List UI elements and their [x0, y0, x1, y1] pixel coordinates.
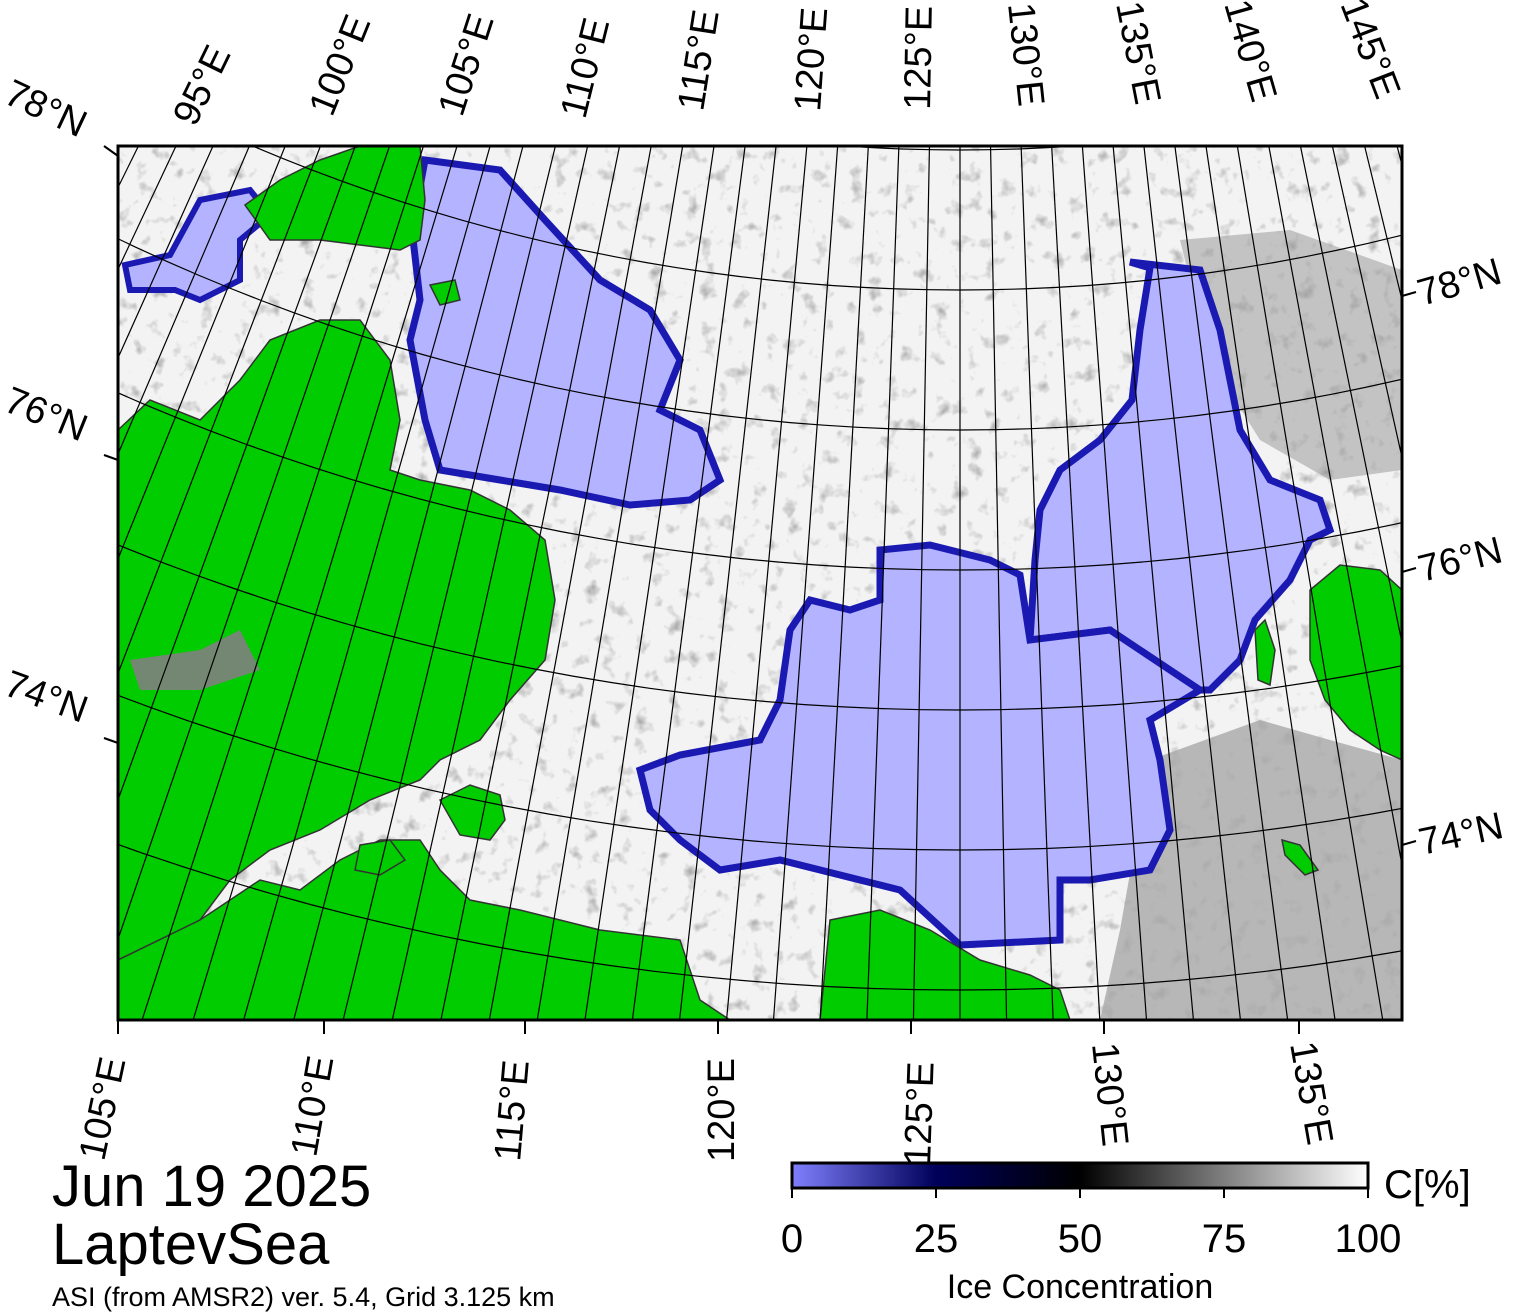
graticule-line [1498, 0, 1525, 1001]
lon-label-bottom: 135°E [1281, 1038, 1340, 1148]
land-lena-delta [819, 909, 1071, 1020]
graticule-line [1420, 0, 1525, 1050]
graticule-line [725, 146, 808, 1020]
graticule-line [866, 146, 900, 1020]
graticule-line [1174, 146, 1289, 1020]
land-ice-patch [130, 630, 260, 690]
lat-label-right: 76°N [1414, 529, 1507, 590]
lon-label-bottom: 115°E [487, 1058, 538, 1162]
land-south-coast [118, 839, 732, 1020]
graticule-line [118, 146, 286, 561]
lon-label-top: 135°E [1107, 0, 1168, 108]
graticule-line [1299, 146, 1402, 646]
open-water-polynya-west [406, 156, 725, 509]
graticule-line [536, 146, 684, 1020]
graticule-line [989, 146, 1008, 1020]
lon-label-top: 95°E [165, 39, 239, 132]
ice-region-east [1100, 720, 1402, 1020]
lon-label-top: 130°E [999, 1, 1052, 109]
map-region: LaptevSea [52, 1212, 330, 1277]
graticule-line [141, 146, 425, 1020]
graticule-line [631, 146, 746, 1020]
graticule-line [912, 146, 931, 1020]
land-new-siberian-islands [1309, 564, 1402, 761]
ice-region-northeast [1180, 230, 1402, 480]
graticule-line [118, 146, 356, 802]
graticule-line [584, 146, 715, 1020]
colorbar: C[%] 0 25 50 75 100 Ice Concentration [781, 1161, 1471, 1306]
graticule [118, 0, 1525, 1065]
product-info: ASI (from AMSR2) ver. 5.4, Grid 3.125 km [52, 1282, 555, 1312]
graticule-line [1394, 0, 1525, 1065]
lat-labels-right: 78°N 76°N 74°N [1413, 251, 1507, 864]
graticule-line [1051, 146, 1101, 1020]
colorbar-tick: 25 [914, 1217, 959, 1261]
colorbar-tick: 75 [1202, 1217, 1247, 1261]
lon-label-top: 120°E [787, 6, 836, 113]
graticule-line [391, 146, 589, 1020]
colorbar-title: Ice Concentration [947, 1268, 1214, 1306]
land-island-bay-2 [354, 839, 407, 876]
colorbar-tick: 50 [1058, 1217, 1103, 1261]
lat-labels-left: 78°N 76°N 74°N [0, 72, 93, 731]
lat-label-left: 76°N [0, 379, 93, 450]
lon-label-top: 125°E [897, 5, 941, 110]
graticule-line [678, 146, 777, 1020]
lon-label-bottom: 125°E [897, 1061, 943, 1166]
lon-label-top: 115°E [670, 7, 727, 113]
graticule-line [118, 146, 322, 676]
lon-label-bottom: 130°E [1083, 1041, 1136, 1149]
lon-label-top: 110°E [553, 14, 618, 122]
colorbar-tick: 100 [1335, 1217, 1402, 1261]
lon-label-top: 140°E [1215, 0, 1284, 106]
land-island-small-north [428, 279, 461, 306]
map-date: Jun 19 2025 [52, 1154, 371, 1219]
lon-labels-bottom: 105°E 110°E 115°E 120°E 125°E 130°E 135°… [72, 1038, 1341, 1166]
land-island-east-tiny [1281, 838, 1320, 876]
lon-label-bottom: 120°E [701, 1058, 743, 1162]
graticule-line [1236, 146, 1384, 1020]
land-taymyr [118, 319, 556, 961]
graticule-line [1143, 146, 1242, 1020]
graticule-line [1446, 0, 1525, 1034]
lat-label-left: 78°N [0, 72, 93, 146]
lat-label-right: 78°N [1413, 251, 1506, 315]
graticule-line [342, 146, 557, 1020]
frame-ticks [103, 145, 1417, 1034]
map-frame-content [118, 0, 1525, 1065]
graticule-line [192, 146, 458, 1020]
graticule-line [293, 146, 524, 1020]
graticule-line [440, 146, 621, 1020]
graticule-line [1472, 0, 1525, 1018]
graticule-line [118, 146, 391, 942]
lat-label-right: 74°N [1415, 805, 1507, 864]
graticule-line [1205, 146, 1336, 1020]
graticule-line [488, 146, 652, 1020]
land-island-east-small [1254, 618, 1276, 687]
colorbar-unit: C[%] [1384, 1163, 1471, 1207]
lon-label-bottom: 110°E [284, 1053, 343, 1160]
map-frame [116, 144, 1404, 1022]
colorbar-tick: 0 [781, 1217, 803, 1261]
lon-label-bottom: 105°E [72, 1053, 135, 1163]
graticule-line [118, 146, 251, 456]
graticule-line [772, 146, 839, 1020]
graticule-line [1112, 146, 1195, 1020]
lon-label-top: 100°E [301, 9, 379, 121]
graticule-line [819, 146, 869, 1020]
graticule-line [1268, 146, 1402, 869]
graticule-line [243, 146, 491, 1020]
lon-label-top: 105°E [431, 9, 503, 121]
lon-label-top: 145°E [1332, 0, 1408, 104]
graticule-line [1020, 146, 1054, 1020]
colorbar-gradient [790, 1161, 1370, 1190]
land-island-bay [438, 784, 506, 841]
graticule-line [1081, 146, 1148, 1020]
lat-label-left: 74°N [0, 663, 93, 732]
lon-labels-top: 95°E 100°E 105°E 110°E 115°E 120°E 125°E… [165, 0, 1408, 132]
